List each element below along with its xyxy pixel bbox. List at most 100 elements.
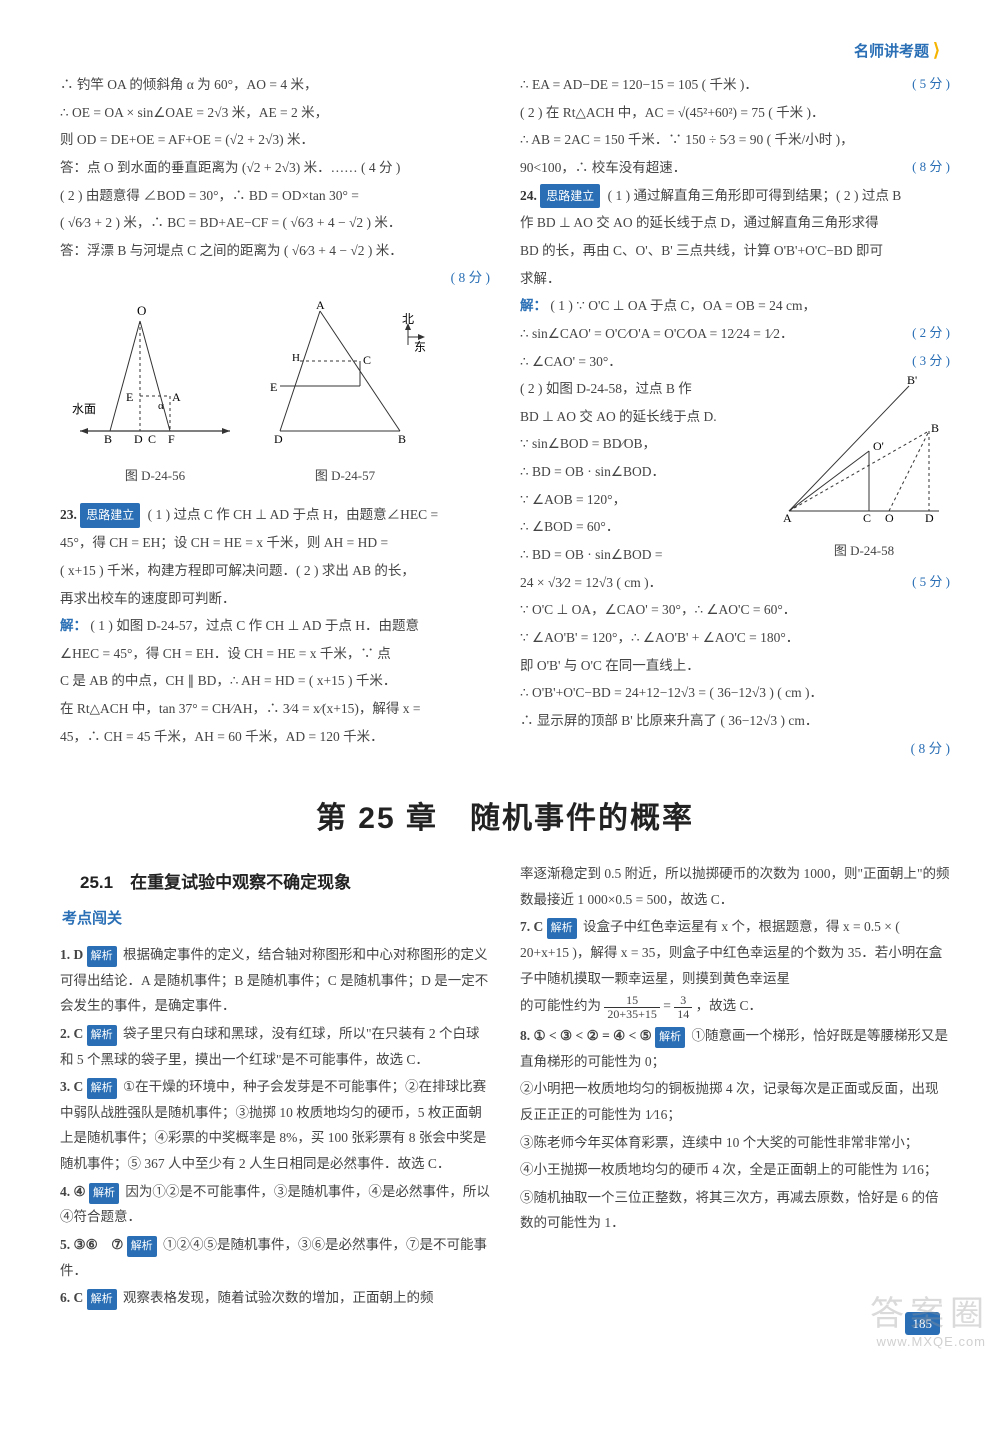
- svg-text:C: C: [148, 432, 156, 446]
- text-line: ∴ ∠BOD = 60°．: [520, 514, 769, 540]
- numerator: 3: [674, 994, 692, 1008]
- svg-text:O: O: [137, 303, 146, 318]
- analysis-tag: 解析: [87, 946, 117, 967]
- text-line: 90<100，∴ 校车没有超速． ( 8 分 ): [520, 155, 950, 181]
- svg-text:B': B': [907, 376, 917, 387]
- text-line: ∵ O'C ⊥ OA，∠CAO' = 30°，∴ ∠AO'C = 60°．: [520, 597, 950, 623]
- answer-item: 5. ③⑥ ⑦ 解析 ①②④⑤是随机事件，③⑥是必然事件，⑦是不可能事件．: [60, 1232, 490, 1283]
- text-line: 答：点 O 到水面的垂直距离为 (√2 + 2√3) 米．…… ( 4 分 ): [60, 155, 490, 181]
- text-line: 率逐渐稳定到 0.5 附近，所以抛掷硬币的次数为 1000，则"正面朝上"的频数…: [520, 861, 950, 912]
- fraction: 3 14: [674, 994, 692, 1021]
- figure-d-24-56: O E A α B D C F 水面 图 D-24-56: [70, 301, 240, 488]
- text: ( 1 ) 过点 C 作 CH ⊥ AD 于点 H，由题意∠HEC =: [148, 507, 439, 522]
- score-line: ( 8 分 ): [60, 265, 490, 291]
- bottom-right-column: 率逐渐稳定到 0.5 附近，所以抛掷硬币的次数为 1000，则"正面朝上"的频数…: [520, 861, 950, 1313]
- answer-number: 2. C: [60, 1026, 83, 1041]
- text-line: ( x+15 ) 千米，构建方程即可解决问题．( 2 ) 求出 AB 的长，: [60, 558, 490, 584]
- score-tag: ( 2 分 ): [912, 321, 950, 346]
- text: ( 1 ) 通过解直角三角形即可得到结果；( 2 ) 过点 B: [608, 188, 902, 203]
- figure-caption: 图 D-24-57: [260, 464, 430, 489]
- top-left-column: ∴ 钓竿 OA 的倾斜角 α 为 60°，AO = 4 米， ∴ OE = OA…: [60, 72, 490, 763]
- text-line: ∴ sin∠CAO' = O'C⁄O'A = O'C⁄OA = 12⁄24 = …: [520, 321, 950, 347]
- text-line: ∴ OE = OA × sin∠OAE = 2√3 米，AE = 2 米，: [60, 100, 490, 126]
- answer-number: 5. ③⑥ ⑦: [60, 1237, 123, 1252]
- bottom-left-column: 25.1 在重复试验中观察不确定现象 考点闯关 1. D 解析 根据确定事件的定…: [60, 861, 490, 1313]
- text-line: ⑤随机抽取一个三位正整数，将其三次方，再减去原数，恰好是 6 的倍数的可能性为 …: [520, 1185, 950, 1236]
- text-line: ( √6⁄3 + 2 ) 米，∴ BC = BD+AE−CF = ( √6⁄3 …: [60, 210, 490, 236]
- text-line: ④小王抛掷一枚质地均匀的硬币 4 次，全是正面朝上的可能性为 1⁄16；: [520, 1157, 950, 1183]
- text-line: ∵ ∠AOB = 120°，: [520, 487, 769, 513]
- text-line: 24 × √3⁄2 = 12√3 ( cm )． ( 5 分 ): [520, 570, 950, 596]
- section-title: 25.1 在重复试验中观察不确定现象: [80, 867, 490, 899]
- svg-text:水面: 水面: [72, 402, 96, 416]
- analysis-tag: 解析: [89, 1183, 119, 1204]
- text-line: BD 的长，再由 C、O'、B' 三点共线，计算 O'B'+O'C−BD 即可: [520, 238, 950, 264]
- answer-text: 袋子里只有白球和黑球，没有红球，所以"在只装有 2 个白球和 5 个黑球的袋子里…: [60, 1026, 480, 1067]
- svg-text:D: D: [134, 432, 143, 446]
- brand-swoosh-icon: ⟩: [933, 40, 940, 61]
- eq: =: [663, 998, 674, 1013]
- svg-text:D: D: [274, 432, 283, 446]
- text-line: ∴ O'B'+O'C−BD = 24+12−12√3 = ( 36−12√3 )…: [520, 680, 950, 706]
- svg-text:D: D: [925, 511, 934, 525]
- brand-text: 名师讲考题: [854, 44, 929, 60]
- score-line: ( 8 分 ): [520, 736, 950, 762]
- text: ( 1 ) ∵ O'C ⊥ OA 于点 C，OA = OB = 24 cm，: [550, 298, 816, 313]
- text-line: 答：浮漂 B 与河堤点 C 之间的距离为 ( √6⁄3 + 4 − √2 ) 米…: [60, 238, 490, 264]
- q23-header: 23. 思路建立 ( 1 ) 过点 C 作 CH ⊥ AD 于点 H，由题意∠H…: [60, 502, 490, 528]
- answer-text: 根据确定事件的定义，结合轴对称图形和中心对称图形的定义可得出结论．A 是随机事件…: [60, 947, 488, 1013]
- chapter-title: 第 25 章 随机事件的概率: [60, 793, 950, 837]
- strategy-tag: 思路建立: [80, 503, 140, 528]
- text: 90<100，∴ 校车没有超速．: [520, 160, 686, 175]
- text-line: ③陈老师今年买体育彩票，连续中 10 个大奖的可能性非常非常小；: [520, 1130, 950, 1156]
- text-line: 作 BD ⊥ AO 交 AO 的延长线于点 D，通过解直角三角形求得: [520, 210, 950, 236]
- solution-line: 解： ( 1 ) 如图 D-24-57，过点 C 作 CH ⊥ AD 于点 H．…: [60, 613, 490, 639]
- text: ∴ EA = AD−DE = 120−15 = 105 ( 千米 )．: [520, 77, 758, 92]
- answer-item: 3. C 解析 ①在干燥的环境中，种子会发芽是不可能事件；②在排球比赛中弱队战胜…: [60, 1074, 490, 1177]
- svg-text:α: α: [158, 400, 164, 412]
- figure-caption: 图 D-24-56: [70, 464, 240, 489]
- text: ∴ ∠CAO' = 30°．: [520, 354, 622, 369]
- text-line: ∴ ∠CAO' = 30°． ( 3 分 ): [520, 349, 950, 375]
- answer-item: 8. ① < ③ < ② = ④ < ⑤ 解析 ①随意画一个梯形，恰好既是等腰梯…: [520, 1023, 950, 1074]
- text-line: ∴ AB = 2AC = 150 千米．∵ 150 ÷ 5⁄3 = 90 ( 千…: [520, 127, 950, 153]
- watermark-url: www.MXQE.com: [876, 1334, 986, 1349]
- solve-label: 解：: [520, 298, 547, 313]
- answer-number: 1. D: [60, 947, 83, 962]
- answer-text: 因为①②是不可能事件，③是随机事件，④是必然事件，所以④符合题意．: [60, 1184, 490, 1225]
- text-line: 则 OD = DE+OE = AF+OE = (√2 + 2√3) 米．: [60, 127, 490, 153]
- svg-text:F: F: [168, 432, 175, 446]
- kaodian-subtitle: 考点闯关: [62, 905, 490, 934]
- text: ∴ sin∠CAO' = O'C⁄O'A = O'C⁄OA = 12⁄24 = …: [520, 326, 794, 341]
- answer-item: 7. C 解析 设盒子中红色幸运星有 x 个，根据题意，得 x = 0.5 × …: [520, 914, 950, 991]
- text-line: 求解．: [520, 266, 950, 292]
- svg-text:B: B: [931, 421, 939, 435]
- score-tag: ( 8 分 ): [912, 155, 950, 180]
- text-line: 再求出校车的速度即可判断．: [60, 586, 490, 612]
- answer-text: 观察表格发现，随着试验次数的增加，正面朝上的频: [123, 1290, 434, 1305]
- text-line: ∴ BD = OB · sin∠BOD．: [520, 459, 769, 485]
- figure-row: O E A α B D C F 水面 图 D-24-56: [70, 301, 490, 488]
- strategy-tag: 思路建立: [540, 184, 600, 209]
- text-line: 45，∴ CH = 45 千米，AH = 60 千米，AD = 120 千米．: [60, 724, 490, 750]
- answer-text: 设盒子中红色幸运星有 x 个，根据题意，得 x = 0.5 × ( 20+x+1…: [520, 919, 942, 985]
- text-line: ( 2 ) 由题意得 ∠BOD = 30°，∴ BD = OD×tan 30° …: [60, 183, 490, 209]
- score-tag: ( 5 分 ): [912, 72, 950, 97]
- text-line: BD ⊥ AO 交 AO 的延长线于点 D.: [520, 404, 769, 430]
- answer-number: 8. ① < ③ < ② = ④ < ⑤: [520, 1028, 652, 1043]
- bottom-columns: 25.1 在重复试验中观察不确定现象 考点闯关 1. D 解析 根据确定事件的定…: [60, 861, 950, 1313]
- svg-text:O: O: [885, 511, 894, 525]
- svg-text:C: C: [363, 353, 371, 367]
- answer-number: 3. C: [60, 1079, 83, 1094]
- text-line: ( 2 ) 在 Rt△ACH 中，AC = √(45²+60²) = 75 ( …: [520, 100, 950, 126]
- text-line: ∴ EA = AD−DE = 120−15 = 105 ( 千米 )． ( 5 …: [520, 72, 950, 98]
- q24-header: 24. 思路建立 ( 1 ) 通过解直角三角形即可得到结果；( 2 ) 过点 B: [520, 183, 950, 209]
- text-line: 45°，得 CH = EH；设 CH = HE = x 千米，则 AH = HD…: [60, 530, 490, 556]
- answer-item: 6. C 解析 观察表格发现，随着试验次数的增加，正面朝上的频: [60, 1285, 490, 1311]
- answer-item: 1. D 解析 根据确定事件的定义，结合轴对称图形和中心对称图形的定义可得出结论…: [60, 942, 490, 1019]
- svg-text:E: E: [126, 390, 133, 404]
- text: 24 × √3⁄2 = 12√3 ( cm )．: [520, 575, 662, 590]
- analysis-tag: 解析: [547, 918, 577, 939]
- top-right-column: ∴ EA = AD−DE = 120−15 = 105 ( 千米 )． ( 5 …: [520, 72, 950, 763]
- text: ( 1 ) 如图 D-24-57，过点 C 作 CH ⊥ AD 于点 H．由题意: [90, 618, 419, 633]
